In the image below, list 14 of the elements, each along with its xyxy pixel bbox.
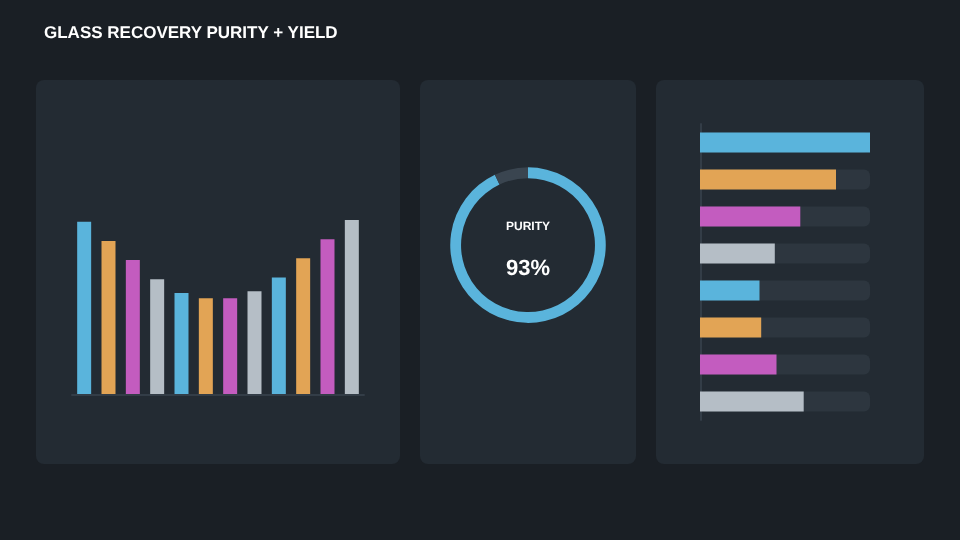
data-label: 93%	[505, 257, 551, 282]
bar	[150, 279, 165, 394]
bar	[344, 220, 359, 394]
bar	[198, 298, 213, 394]
bar	[247, 291, 262, 394]
bar	[77, 221, 92, 394]
bar	[320, 239, 335, 394]
bar	[223, 298, 238, 394]
bar	[101, 240, 116, 394]
bar	[271, 277, 286, 394]
chart-title: GLASS RECOVERY PURITY + YIELD	[44, 22, 338, 42]
bar	[296, 258, 311, 394]
bar	[125, 260, 140, 394]
bar	[174, 293, 189, 394]
